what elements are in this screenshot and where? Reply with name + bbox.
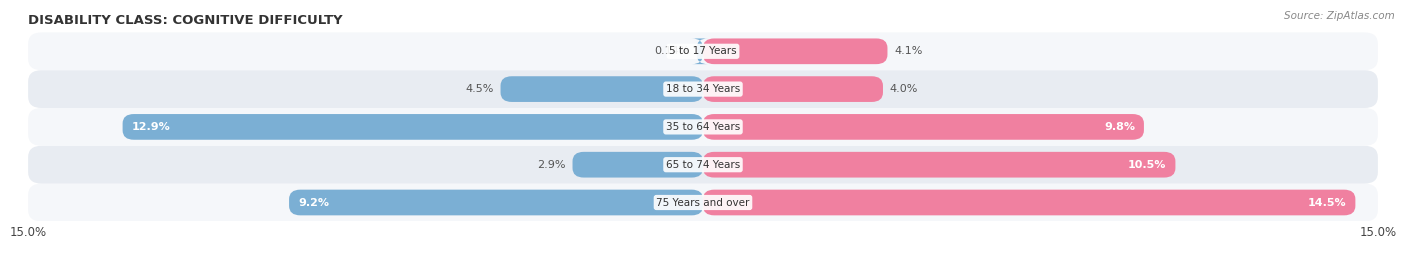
- FancyBboxPatch shape: [703, 114, 1144, 140]
- Text: 2.9%: 2.9%: [537, 160, 565, 170]
- FancyBboxPatch shape: [703, 38, 887, 64]
- FancyBboxPatch shape: [28, 146, 1378, 184]
- FancyBboxPatch shape: [572, 152, 703, 178]
- FancyBboxPatch shape: [290, 190, 703, 215]
- FancyBboxPatch shape: [28, 184, 1378, 221]
- Text: DISABILITY CLASS: COGNITIVE DIFFICULTY: DISABILITY CLASS: COGNITIVE DIFFICULTY: [28, 14, 343, 27]
- FancyBboxPatch shape: [28, 70, 1378, 108]
- Text: 14.5%: 14.5%: [1308, 197, 1347, 208]
- Text: 9.2%: 9.2%: [298, 197, 329, 208]
- FancyBboxPatch shape: [122, 114, 703, 140]
- Text: Source: ZipAtlas.com: Source: ZipAtlas.com: [1284, 11, 1395, 21]
- Text: 75 Years and over: 75 Years and over: [657, 197, 749, 208]
- Text: 4.1%: 4.1%: [894, 46, 922, 56]
- FancyBboxPatch shape: [703, 190, 1355, 215]
- FancyBboxPatch shape: [703, 76, 883, 102]
- Text: 9.8%: 9.8%: [1104, 122, 1135, 132]
- FancyBboxPatch shape: [28, 32, 1378, 70]
- Text: 10.5%: 10.5%: [1128, 160, 1167, 170]
- FancyBboxPatch shape: [692, 38, 709, 64]
- Text: 12.9%: 12.9%: [132, 122, 170, 132]
- Text: 18 to 34 Years: 18 to 34 Years: [666, 84, 740, 94]
- Text: 4.0%: 4.0%: [890, 84, 918, 94]
- FancyBboxPatch shape: [501, 76, 703, 102]
- FancyBboxPatch shape: [28, 108, 1378, 146]
- FancyBboxPatch shape: [703, 152, 1175, 178]
- Text: 65 to 74 Years: 65 to 74 Years: [666, 160, 740, 170]
- Text: 5 to 17 Years: 5 to 17 Years: [669, 46, 737, 56]
- Text: 4.5%: 4.5%: [465, 84, 494, 94]
- Text: 0.14%: 0.14%: [655, 46, 690, 56]
- Text: 35 to 64 Years: 35 to 64 Years: [666, 122, 740, 132]
